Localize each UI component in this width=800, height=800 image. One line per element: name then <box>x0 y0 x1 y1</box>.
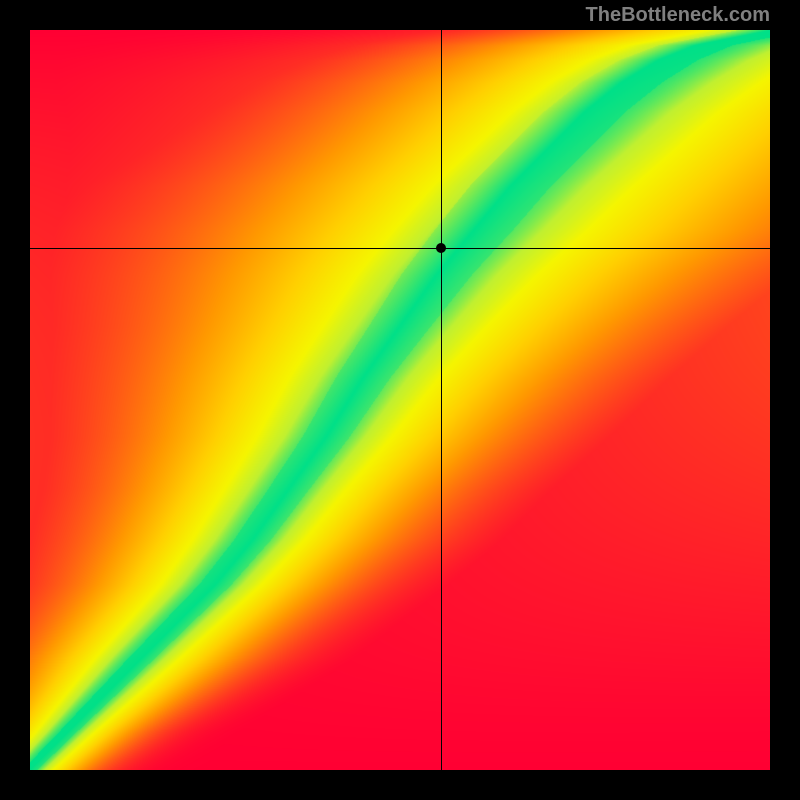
heatmap-canvas <box>30 30 770 770</box>
watermark: TheBottleneck.com <box>586 4 770 27</box>
crosshair-vertical <box>441 30 442 770</box>
heatmap-plot <box>30 30 770 770</box>
crosshair-marker <box>436 243 446 253</box>
crosshair-horizontal <box>30 248 770 249</box>
